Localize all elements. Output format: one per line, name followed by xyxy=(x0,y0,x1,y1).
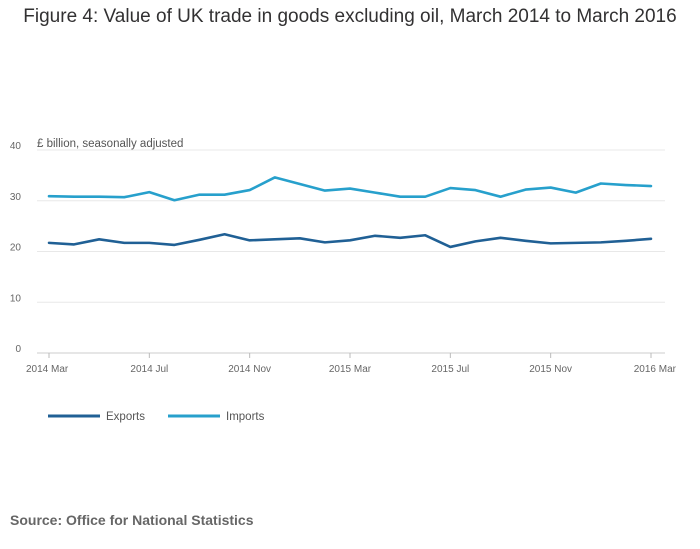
legend: Exports Imports xyxy=(48,411,265,423)
y-tick-label: 20 xyxy=(10,243,22,254)
y-tick-label: 30 xyxy=(10,192,22,203)
x-tick-label: 2014 Nov xyxy=(228,364,271,375)
series-lines xyxy=(47,176,653,249)
x-axis: 2014 Mar 2014 Jul 2014 Nov 2015 Mar 2015 Jul… xyxy=(26,353,677,375)
x-tick-label: 2016 Mar xyxy=(634,364,677,375)
x-tick-label: 2015 Nov xyxy=(529,364,572,375)
y-axis-unit-label: £ billion, seasonally adjusted xyxy=(37,138,183,150)
y-tick-label: 0 xyxy=(15,344,21,355)
y-tick-label: 40 xyxy=(10,141,22,152)
chart-title: Figure 4: Value of UK trade in goods exc… xyxy=(23,6,677,27)
y-tick-label: 10 xyxy=(10,293,22,304)
series-line-exports xyxy=(47,232,653,249)
x-tick-label: 2014 Jul xyxy=(130,364,168,375)
legend-label-exports: Exports xyxy=(106,411,145,423)
x-tick-label: 2014 Mar xyxy=(26,364,69,375)
source-note: Source: Office for National Statistics xyxy=(10,512,254,528)
gridlines: 0 10 20 30 40 xyxy=(10,141,665,355)
legend-label-imports: Imports xyxy=(226,411,265,423)
x-tick-label: 2015 Jul xyxy=(431,364,469,375)
x-tick-label: 2015 Mar xyxy=(329,364,372,375)
series-line-imports xyxy=(47,176,653,202)
